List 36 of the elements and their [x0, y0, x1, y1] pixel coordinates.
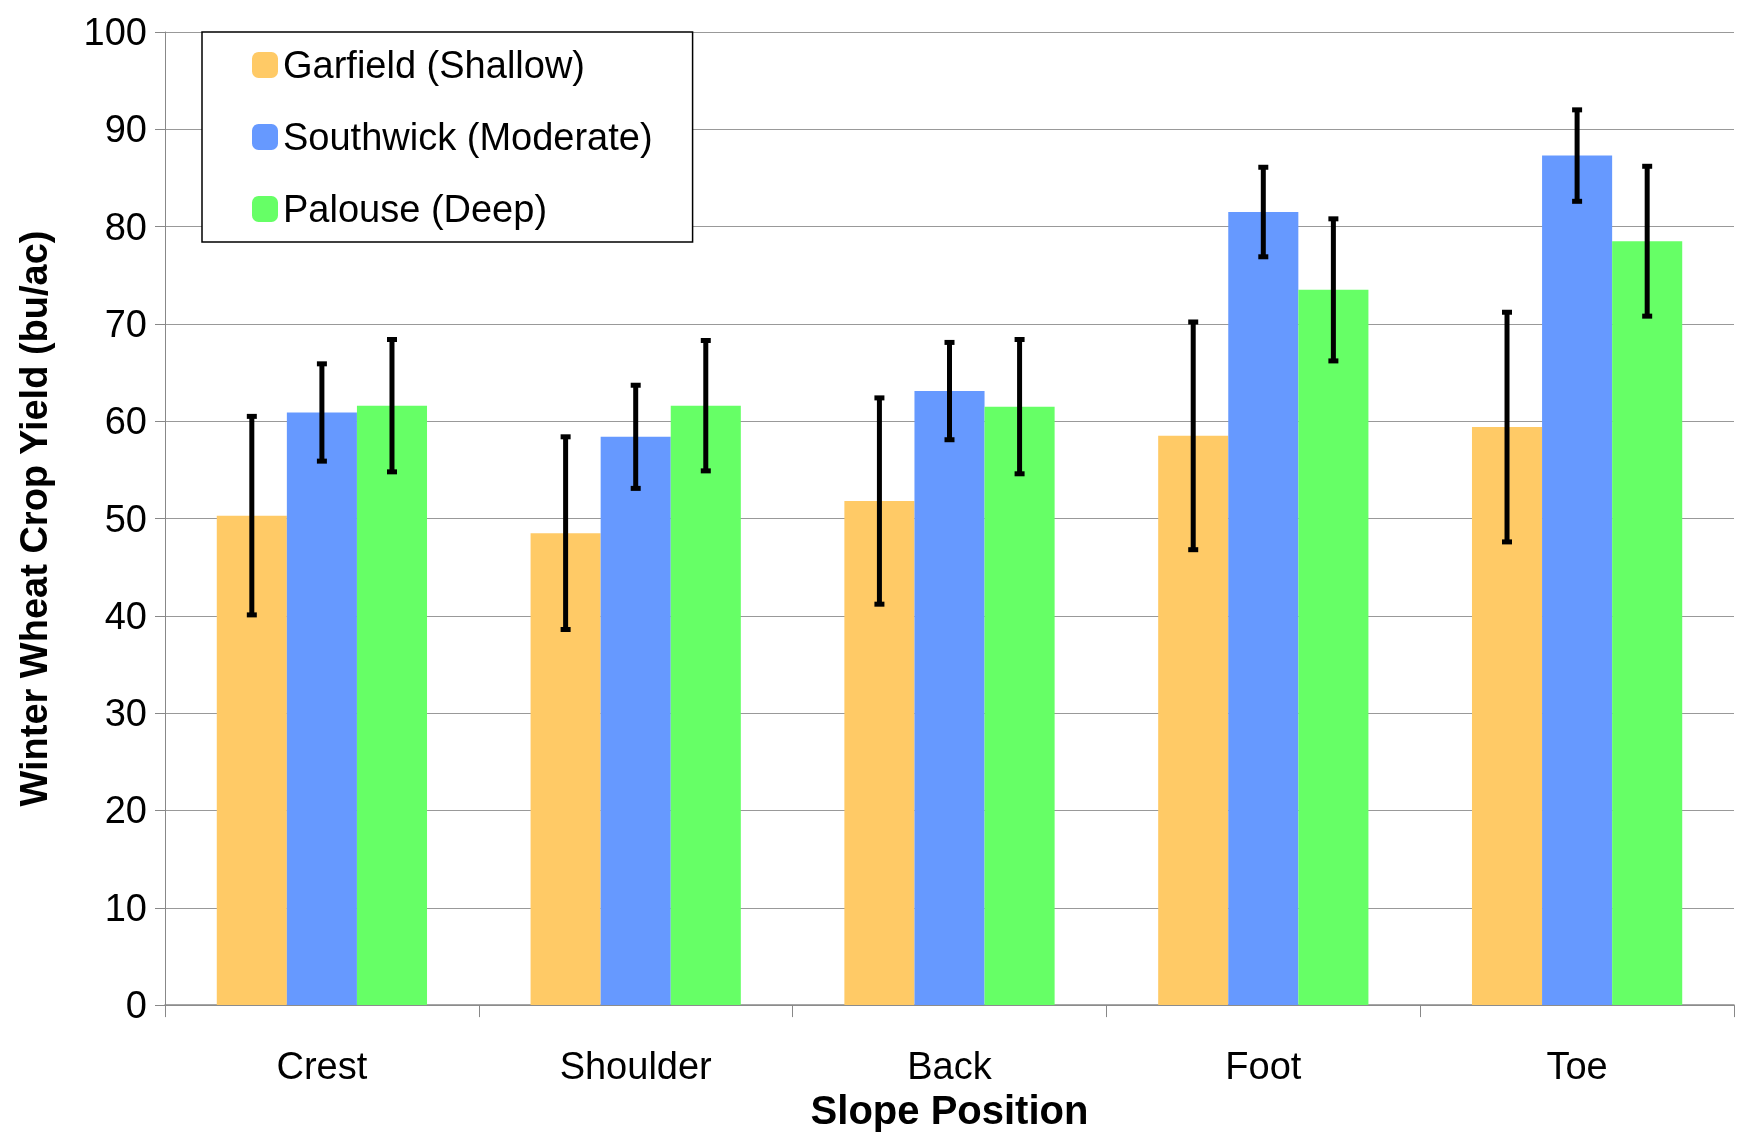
bar	[844, 501, 915, 1006]
bar	[984, 406, 1055, 1006]
y-tick-label: 60	[104, 400, 147, 443]
x-tick-label: Back	[907, 1045, 993, 1088]
y-tick-label: 20	[104, 789, 147, 832]
bar	[216, 515, 287, 1006]
bar	[914, 391, 985, 1006]
x-tick-label: Crest	[276, 1045, 368, 1088]
x-axis-title: Slope Position	[810, 1088, 1089, 1132]
y-tick-label: 90	[104, 108, 147, 151]
bar	[1158, 435, 1229, 1006]
y-tick-label: 70	[104, 302, 147, 345]
bar	[530, 533, 601, 1006]
bar	[1612, 241, 1683, 1006]
x-tick-label: Shoulder	[559, 1045, 713, 1088]
legend-label: Garfield (Shallow)	[283, 44, 585, 86]
y-tick-label: 30	[104, 692, 147, 735]
bar	[670, 405, 741, 1006]
y-tick-label: 40	[104, 594, 147, 637]
legend-label: Southwick (Moderate)	[283, 116, 653, 158]
y-tick-label: 100	[83, 11, 147, 53]
y-tick-label: 80	[104, 205, 147, 248]
bar	[356, 405, 428, 1006]
x-tick-label: Foot	[1225, 1045, 1302, 1088]
x-tick-label: Toe	[1546, 1045, 1608, 1088]
bar	[286, 412, 357, 1006]
bar	[1298, 289, 1369, 1006]
bar	[600, 436, 671, 1006]
bar	[1228, 212, 1299, 1006]
y-tick-label: 0	[125, 984, 147, 1027]
bar	[1471, 427, 1543, 1006]
bar	[1542, 155, 1613, 1006]
y-tick-label: 50	[104, 497, 147, 540]
legend-label: Palouse (Deep)	[283, 188, 548, 230]
y-axis-title: Winter Wheat Crop Yield (bu/ac)	[13, 230, 55, 807]
y-tick-label: 10	[104, 886, 147, 929]
